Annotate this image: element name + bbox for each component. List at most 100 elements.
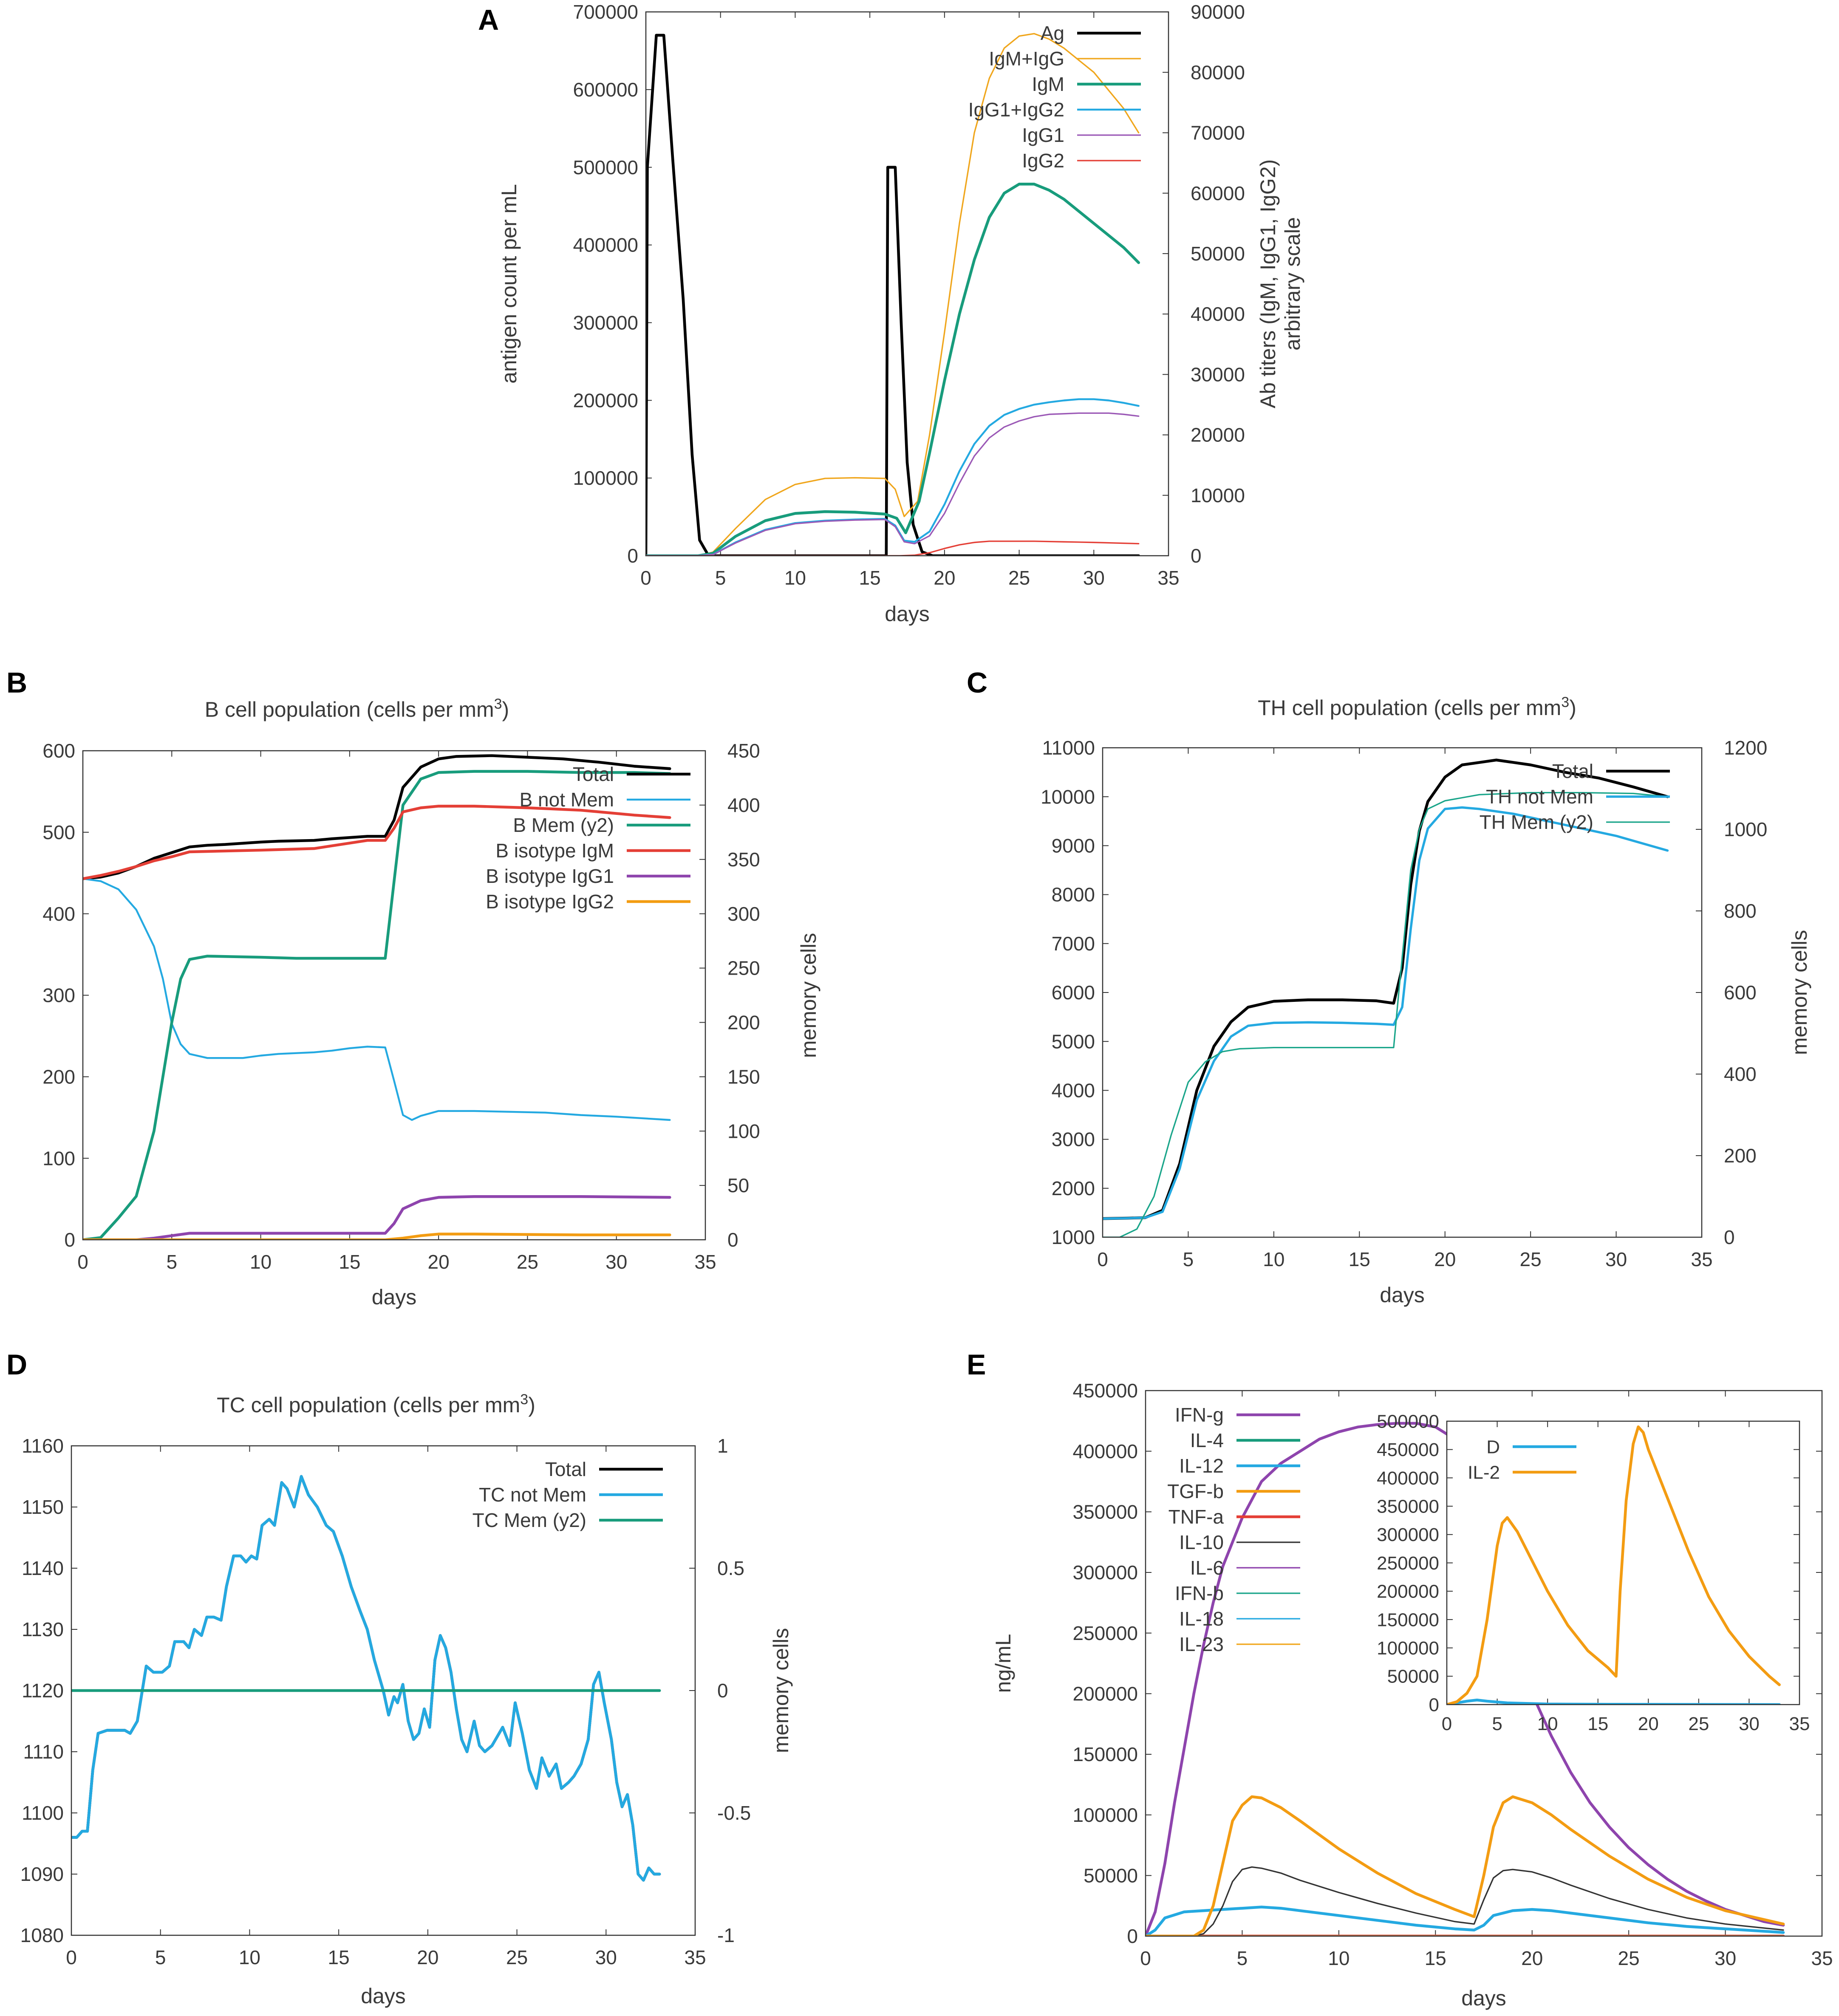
y2-tick-label: 300 [727, 903, 760, 925]
legend-label: IgM+IgG [989, 48, 1064, 70]
y-tick-label: 400 [42, 903, 75, 925]
x-tick-label: 5 [166, 1251, 177, 1273]
x-tick-label: 0 [1140, 1947, 1151, 1969]
legend-label: Total [573, 763, 614, 785]
y-tick-label: 250000 [1073, 1622, 1138, 1644]
y-tick-label: 300000 [573, 312, 639, 334]
chart-d-tccell-population: 0 5 10 15 20 25 30 3510801090110011101120113011… [20, 1435, 793, 2008]
y2-tick-label: 0.5 [717, 1557, 744, 1579]
plot-area [1103, 758, 1669, 1237]
legend-label: IgG1+IgG2 [968, 99, 1064, 121]
y-tick-label: 150000 [1073, 1743, 1138, 1765]
x-tick-label: 20 [417, 1946, 439, 1968]
series-line-tc-not-mem [71, 1475, 661, 1882]
chart-e-inset-il2: 0 5 10 15 20 25 30 35 0 50000 100000 150000 200000 25… [1377, 1411, 1810, 1734]
legend-label: TC Mem (y2) [472, 1509, 586, 1531]
y-tick-label: 200000 [1073, 1682, 1138, 1705]
series-line-igm-igg [646, 33, 1140, 556]
x-tick-label: 25 [1520, 1248, 1542, 1270]
x-tick-label: 5 [1492, 1713, 1502, 1734]
x-tick-label: 15 [1349, 1248, 1370, 1270]
y-tick-label: 100000 [1073, 1804, 1138, 1826]
x-tick-label: 20 [1638, 1713, 1659, 1734]
x-tick-label: 25 [517, 1251, 538, 1273]
x-tick-label: 10 [1263, 1248, 1284, 1270]
legend-label: B not Mem [520, 789, 614, 811]
x-tick-label: 25 [1618, 1947, 1640, 1969]
y2-axis-label: arbitrary scale [1281, 217, 1304, 351]
legend-label: B isotype IgG1 [486, 865, 614, 887]
y-tick-label: 9000 [1052, 835, 1095, 857]
panel-letter-a: A [478, 4, 499, 36]
y2-tick-label: 60000 [1191, 182, 1245, 204]
y2-axis-label: memory cells [1788, 930, 1811, 1055]
series-line-il-2 [1447, 1425, 1781, 1705]
y2-tick-label: 70000 [1191, 122, 1245, 144]
legend-label: B isotype IgG2 [486, 891, 614, 913]
y-tick-label: 1150 [22, 1496, 64, 1518]
y2-tick-label: 90000 [1191, 1, 1245, 23]
x-tick-label: 10 [784, 567, 806, 589]
plot-frame [82, 750, 706, 1241]
x-tick-label: 30 [1083, 567, 1105, 589]
x-tick-label: 35 [1811, 1947, 1833, 1969]
legend-label: TGF-b [1167, 1480, 1224, 1502]
y-tick-label: 350000 [1073, 1501, 1138, 1523]
y2-tick-label: 200 [1724, 1145, 1757, 1167]
plot-frame [1102, 747, 1703, 1238]
x-tick-label: 5 [715, 567, 726, 589]
x-tick-label: 5 [1237, 1947, 1248, 1969]
x-tick-label: 5 [1183, 1248, 1194, 1270]
y-tick-label: 500 [42, 821, 75, 843]
x-tick-label: 30 [595, 1946, 617, 1968]
y-tick-label: 10000 [1041, 786, 1095, 808]
y2-tick-label: 1200 [1724, 737, 1767, 759]
y-tick-label: 100000 [1377, 1638, 1439, 1659]
y-tick-label: 300000 [1073, 1561, 1138, 1583]
y-tick-label: 600000 [573, 79, 639, 101]
panel-letter-c: C [967, 667, 987, 699]
x-tick-label: 20 [1434, 1248, 1456, 1270]
chart-a-antibody-titers: 0 5 10 15 20 25 30 3501000002000003000004000005… [497, 1, 1304, 626]
x-tick-label: 15 [1425, 1947, 1446, 1969]
x-tick-label: 20 [1521, 1947, 1543, 1969]
legend-label: Total [545, 1458, 586, 1480]
legend-label: Total [1552, 760, 1593, 782]
y-tick-label: 400000 [1073, 1440, 1138, 1462]
y2-tick-label: 30000 [1191, 363, 1245, 385]
y-tick-label: 5000 [1052, 1030, 1095, 1052]
chart-b-title: B cell population (cells per mm3) [205, 696, 509, 721]
chart-c-title: TH cell population (cells per mm3) [1258, 694, 1576, 720]
series-line-th-mem-y2- [1103, 792, 1669, 1237]
y-tick-label: 1100 [22, 1802, 64, 1824]
x-tick-label: 10 [239, 1946, 260, 1968]
series-line-il-10 [1146, 1866, 1784, 1936]
legend-label: TH not Mem [1486, 786, 1593, 808]
x-tick-label: 15 [339, 1251, 360, 1273]
legend-label: IFN-b [1175, 1582, 1224, 1604]
y-tick-label: 100000 [573, 467, 639, 489]
panel-letter-b: B [6, 667, 27, 699]
x-tick-label: 0 [1442, 1713, 1452, 1734]
y-tick-label: 300000 [1377, 1524, 1439, 1545]
legend-label: IL-2 [1468, 1462, 1500, 1483]
y2-tick-label: 350 [727, 848, 760, 871]
y-tick-label: 400000 [1377, 1468, 1439, 1489]
y2-tick-label: 40000 [1191, 303, 1245, 325]
chart-d-title: TC cell population (cells per mm3) [217, 1391, 535, 1417]
y2-tick-label: -1 [717, 1924, 735, 1946]
y-tick-label: 0 [64, 1229, 75, 1251]
x-tick-label: 30 [1605, 1248, 1627, 1270]
y-tick-label: 350000 [1377, 1496, 1439, 1517]
y2-tick-label: 400 [727, 794, 760, 816]
x-tick-label: 0 [77, 1251, 88, 1273]
y-tick-label: 600 [42, 740, 75, 762]
x-tick-label: 0 [66, 1946, 77, 1968]
y-tick-label: 200000 [1377, 1581, 1439, 1602]
y-tick-label: 50000 [1387, 1666, 1439, 1687]
legend-label: IL-12 [1179, 1455, 1224, 1477]
plot-area [646, 33, 1140, 556]
y-tick-label: 3000 [1052, 1128, 1095, 1151]
series-line-b-mem-y2- [83, 770, 671, 1240]
x-axis-label: days [1380, 1283, 1425, 1307]
